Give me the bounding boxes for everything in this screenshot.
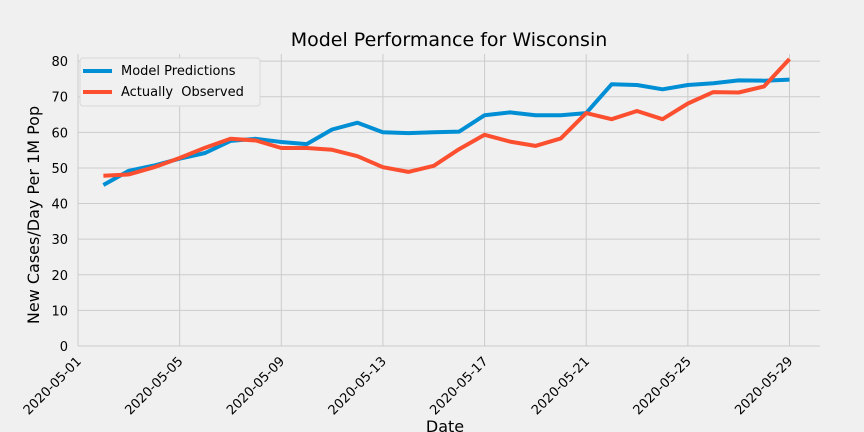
y-axis-label: New Cases/Day Per 1M Pop bbox=[24, 106, 43, 324]
series-lines bbox=[102, 57, 791, 187]
x-axis-label: Date bbox=[426, 417, 464, 432]
series-line-actually-observed bbox=[103, 57, 791, 178]
legend-label-actually-observed: Actually Observed bbox=[121, 85, 244, 100]
legend: Model Predictions Actually Observed bbox=[79, 57, 261, 107]
y-axis-ticks: 0 10 20 30 40 50 60 70 80 bbox=[51, 55, 68, 355]
y-tick-label: 20 bbox=[51, 269, 68, 284]
legend-label-model-predictions: Model Predictions bbox=[121, 64, 236, 79]
y-tick-label: 70 bbox=[51, 91, 68, 106]
y-tick-label: 40 bbox=[51, 198, 68, 213]
y-tick-label: 60 bbox=[51, 126, 68, 141]
legend-frame bbox=[79, 57, 261, 107]
y-tick-label: 0 bbox=[60, 340, 68, 355]
chart-title: Model Performance for Wisconsin bbox=[291, 29, 608, 51]
y-tick-label: 10 bbox=[51, 304, 68, 319]
y-tick-label: 80 bbox=[51, 55, 68, 70]
y-tick-label: 30 bbox=[51, 233, 68, 248]
y-tick-label: 50 bbox=[51, 162, 68, 177]
series-line-model-predictions bbox=[102, 77, 790, 187]
